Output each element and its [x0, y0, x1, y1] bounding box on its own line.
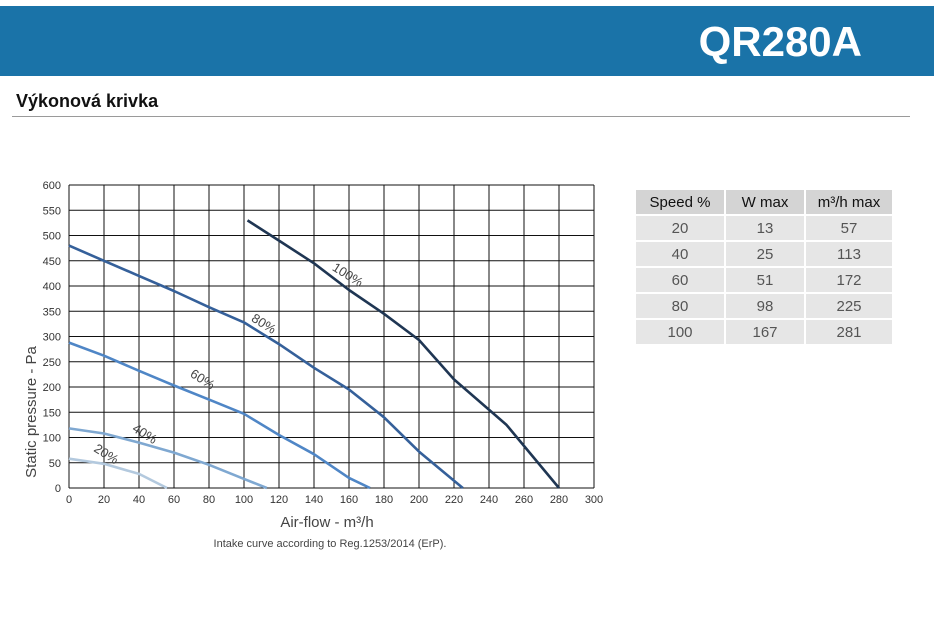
y-tick-label: 100 — [43, 433, 61, 445]
cell-wmax: 25 — [726, 242, 804, 266]
y-tick-label: 300 — [43, 332, 61, 344]
curve-20pct — [68, 457, 168, 490]
x-tick-label: 260 — [515, 494, 533, 506]
x-tick-label: 80 — [203, 494, 215, 506]
curve-label-80pct: 80% — [249, 310, 279, 337]
x-tick-label: 180 — [375, 494, 393, 506]
table-row: 40 25 113 — [636, 242, 892, 266]
chart-ticks: 0 20 40 60 80 100 120 140 160 180 200 220 240 260 280 3… — [43, 180, 604, 506]
table-row: 100 167 281 — [636, 320, 892, 344]
y-tick-label: 50 — [49, 458, 61, 470]
cell-wmax: 13 — [726, 216, 804, 240]
table-row: 20 13 57 — [636, 216, 892, 240]
header-wmax: W max — [726, 190, 804, 214]
table-row: 60 51 172 — [636, 268, 892, 292]
y-tick-label: 250 — [43, 357, 61, 369]
y-tick-label: 500 — [43, 231, 61, 243]
x-tick-label: 160 — [340, 494, 358, 506]
cell-m3h: 113 — [806, 242, 892, 266]
cell-speed: 40 — [636, 242, 724, 266]
y-tick-label: 0 — [55, 483, 61, 495]
x-tick-label: 60 — [168, 494, 180, 506]
cell-m3h: 225 — [806, 294, 892, 318]
curve-100pct — [246, 219, 560, 489]
curve-label-100pct: 100% — [330, 259, 367, 290]
header-bar: QR280A — [0, 6, 934, 76]
curve-60pct — [68, 341, 371, 490]
table-row: 80 98 225 — [636, 294, 892, 318]
cell-m3h: 57 — [806, 216, 892, 240]
x-tick-label: 200 — [410, 494, 428, 506]
cell-speed: 80 — [636, 294, 724, 318]
y-tick-label: 150 — [43, 407, 61, 419]
x-tick-label: 240 — [480, 494, 498, 506]
y-tick-label: 550 — [43, 205, 61, 217]
cell-wmax: 98 — [726, 294, 804, 318]
cell-m3h: 172 — [806, 268, 892, 292]
table-header-row: Speed % W max m³/h max — [636, 190, 892, 214]
curve-80pct — [68, 244, 464, 489]
y-tick-label: 400 — [43, 281, 61, 293]
y-tick-label: 350 — [43, 306, 61, 318]
x-tick-label: 40 — [133, 494, 145, 506]
cell-wmax: 51 — [726, 268, 804, 292]
header-m3h-max: m³/h max — [806, 190, 892, 214]
chart-curves — [68, 219, 560, 490]
cell-m3h: 281 — [806, 320, 892, 344]
y-tick-label: 450 — [43, 256, 61, 268]
x-tick-label: 220 — [445, 494, 463, 506]
cell-speed: 20 — [636, 216, 724, 240]
y-axis-title: Static pressure - Pa — [23, 345, 40, 477]
title-divider — [12, 116, 910, 117]
model-code: QR280A — [698, 18, 862, 65]
y-tick-label: 200 — [43, 382, 61, 394]
chart-footnote: Intake curve according to Reg.1253/2014 … — [214, 538, 447, 550]
x-tick-label: 20 — [98, 494, 110, 506]
chart-curve-labels: 20%40%60%80%100% — [91, 259, 366, 467]
performance-chart: 0 20 40 60 80 100 120 140 160 180 200 220 240 260 280 3… — [23, 180, 604, 550]
x-axis-title: Air-flow - m³/h — [280, 514, 373, 531]
x-tick-label: 120 — [270, 494, 288, 506]
header-speed: Speed % — [636, 190, 724, 214]
curve-label-60pct: 60% — [188, 366, 218, 393]
x-tick-label: 280 — [550, 494, 568, 506]
cell-wmax: 167 — [726, 320, 804, 344]
chart-grid — [68, 184, 595, 489]
cell-speed: 100 — [636, 320, 724, 344]
section-title: Výkonová krivka — [16, 91, 159, 111]
x-tick-label: 0 — [66, 494, 72, 506]
y-tick-label: 600 — [43, 180, 61, 192]
x-tick-label: 100 — [235, 494, 253, 506]
curve-40pct — [68, 427, 268, 490]
cell-speed: 60 — [636, 268, 724, 292]
x-tick-label: 300 — [585, 494, 603, 506]
speed-table: Speed % W max m³/h max 20 13 57 40 25 11… — [634, 188, 894, 346]
x-tick-label: 140 — [305, 494, 323, 506]
